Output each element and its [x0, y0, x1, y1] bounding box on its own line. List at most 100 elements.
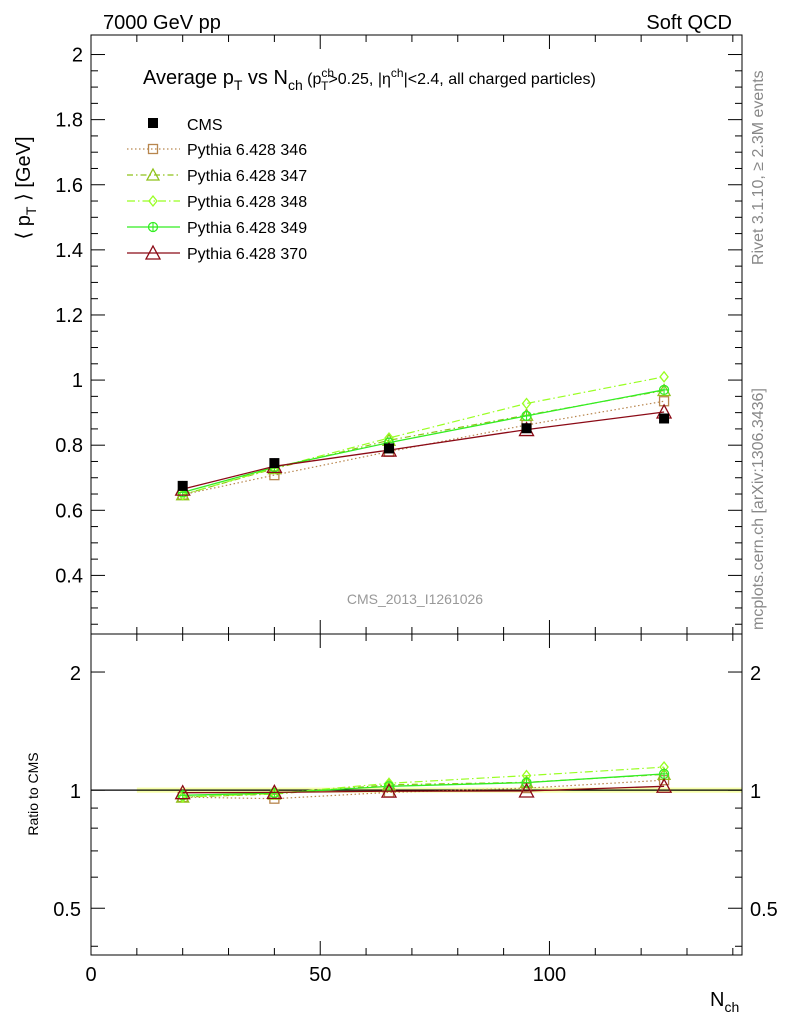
- ratio-ytick-labels: 0.5 0.5 1 1 2 2: [53, 663, 778, 921]
- main-series-p370: [174, 403, 673, 496]
- ratio-line-p346: [182, 779, 665, 800]
- main-point-p349-3: [521, 410, 532, 422]
- ratio-ytick-label-left: 0.5: [53, 899, 81, 921]
- header-right: Soft QCD: [646, 12, 732, 34]
- main-line-p346: [182, 400, 665, 496]
- main-point-cms-2: [383, 443, 394, 454]
- ratio-series: [174, 761, 673, 804]
- ratio-panel: 0.5 0.5 1 1 2 2 0 50 100 Ratio to CMS Nch: [25, 633, 778, 1015]
- ratio-xtick-label: 0: [85, 964, 96, 986]
- main-point-p349-4: [658, 384, 670, 395]
- main-ytick-label: 1.4: [55, 240, 83, 262]
- ratio-xlabel: Nch: [710, 989, 739, 1015]
- title-part-4: >0.25, |η: [328, 71, 390, 88]
- legend-item-346: Pythia 6.428 346: [127, 142, 307, 159]
- legend-label-347: Pythia 6.428 347: [187, 168, 307, 185]
- main-point-p348-4: [659, 370, 669, 383]
- title-sub-1: T: [234, 77, 243, 93]
- mcplots-label: mcplots.cern.ch [arXiv:1306.3436]: [750, 388, 767, 630]
- main-point-cms-4: [659, 413, 670, 424]
- ratio-point-p370-2: [380, 782, 398, 798]
- ratio-xtick-label: 50: [309, 964, 331, 986]
- title-sub-3: T: [321, 79, 329, 93]
- main-ytick-label: 1: [72, 370, 83, 392]
- legend-item-cms: CMS: [148, 117, 223, 134]
- legend-label-cms: CMS: [187, 117, 223, 134]
- title-part-3: (p: [303, 71, 322, 88]
- watermark: CMS_2013_I1261026: [347, 591, 483, 607]
- legend-label-349: Pythia 6.428 349: [187, 220, 307, 237]
- main-ytick-label: 2: [72, 45, 83, 67]
- legend-marker-347: [145, 167, 161, 181]
- ylabel-pre: ⟨ p: [13, 215, 35, 239]
- ratio-ylabel: Ratio to CMS: [25, 752, 41, 835]
- ratio-point-p349-4: [658, 768, 670, 780]
- main-ytick-label: 0.8: [55, 435, 83, 457]
- ratio-series-p348: [177, 761, 669, 804]
- ratio-ytick-label-right: 1: [750, 781, 761, 803]
- ratio-ytick-label-left: 2: [70, 663, 81, 685]
- legend-marker-cms: [148, 118, 158, 128]
- main-title: Average pT vs Nch (pch T>0.25, |ηch|<2.4,…: [143, 66, 596, 93]
- main-ytick-label: 1.6: [55, 175, 83, 197]
- main-point-cms-0: [177, 480, 188, 491]
- legend-label-346: Pythia 6.428 346: [187, 142, 307, 159]
- ratio-point-p370-0: [174, 784, 191, 800]
- ylabel-post: ⟩ [GeV]: [13, 136, 35, 206]
- legend: CMS Pythia 6.428 346 Pythia 6.428 347 Py…: [127, 117, 307, 263]
- ratio-ticks: [90, 634, 742, 955]
- main-point-p348-0: [177, 488, 188, 501]
- xlabel-sub: ch: [724, 999, 739, 1015]
- title-sup-4: ch: [391, 66, 404, 80]
- legend-marker-370: [144, 244, 162, 260]
- main-ytick-label: 0.4: [55, 565, 83, 587]
- title-sub-2: ch: [288, 77, 303, 93]
- ratio-frame: [90, 633, 743, 956]
- title-sup-3: ch: [321, 66, 334, 80]
- main-series-cms: [177, 413, 670, 491]
- legend-marker-348: [148, 194, 158, 208]
- main-line-p347: [182, 389, 665, 496]
- ratio-ytick-label-left: 1: [70, 781, 81, 803]
- ratio-ytick-label-right: 0.5: [750, 899, 778, 921]
- main-series-p349: [177, 384, 670, 498]
- main-series-p347: [175, 383, 672, 501]
- ratio-xtick-label: 100: [533, 964, 566, 986]
- main-line-p349: [182, 389, 665, 494]
- ratio-series-p370: [174, 777, 673, 800]
- main-point-p348-3: [521, 397, 532, 410]
- legend-item-370: Pythia 6.428 370: [127, 244, 307, 263]
- main-ytick-label: 1.8: [55, 110, 83, 132]
- main-ticks: [90, 35, 742, 634]
- main-series: [174, 370, 673, 501]
- ratio-point-p370-4: [655, 777, 673, 793]
- legend-item-348: Pythia 6.428 348: [127, 194, 307, 211]
- ratio-band: [91, 787, 742, 793]
- main-line-p370: [182, 411, 665, 490]
- main-point-cms-3: [521, 423, 532, 434]
- legend-label-348: Pythia 6.428 348: [187, 194, 307, 211]
- legend-item-349: Pythia 6.428 349: [127, 220, 307, 237]
- legend-marker-346: [147, 143, 159, 155]
- ratio-ytick-label-right: 2: [750, 663, 761, 685]
- main-ytick-label: 1.2: [55, 305, 83, 327]
- main-panel: 0.4 0.6 0.8 1 1.2 1.4 1.6 1.8 2 CMS_2013_I126102…: [13, 34, 743, 635]
- main-ylabel: ⟨ pT ⟩ [GeV]: [13, 136, 39, 239]
- main-ytick-labels: 0.4 0.6 0.8 1 1.2 1.4 1.6 1.8 2: [55, 45, 83, 588]
- legend-label-370: Pythia 6.428 370: [187, 246, 307, 263]
- title-part-1: Average p: [143, 67, 234, 89]
- main-point-cms-1: [269, 458, 280, 469]
- ylabel-sub: T: [23, 206, 39, 215]
- ratio-line-p370: [182, 785, 665, 794]
- ratio-point-p370-1: [266, 783, 283, 800]
- main-series-p346: [177, 396, 670, 500]
- xlabel-main: N: [710, 989, 724, 1011]
- main-ytick-label: 0.6: [55, 500, 83, 522]
- ratio-point-p370-3: [518, 782, 535, 798]
- ratio-xtick-labels: 0 50 100: [85, 964, 566, 986]
- legend-item-347: Pythia 6.428 347: [127, 167, 307, 185]
- title-part-2: vs N: [242, 67, 288, 89]
- header-left: 7000 GeV pp: [103, 12, 221, 34]
- title-part-5: |<2.4, all charged particles): [404, 71, 596, 88]
